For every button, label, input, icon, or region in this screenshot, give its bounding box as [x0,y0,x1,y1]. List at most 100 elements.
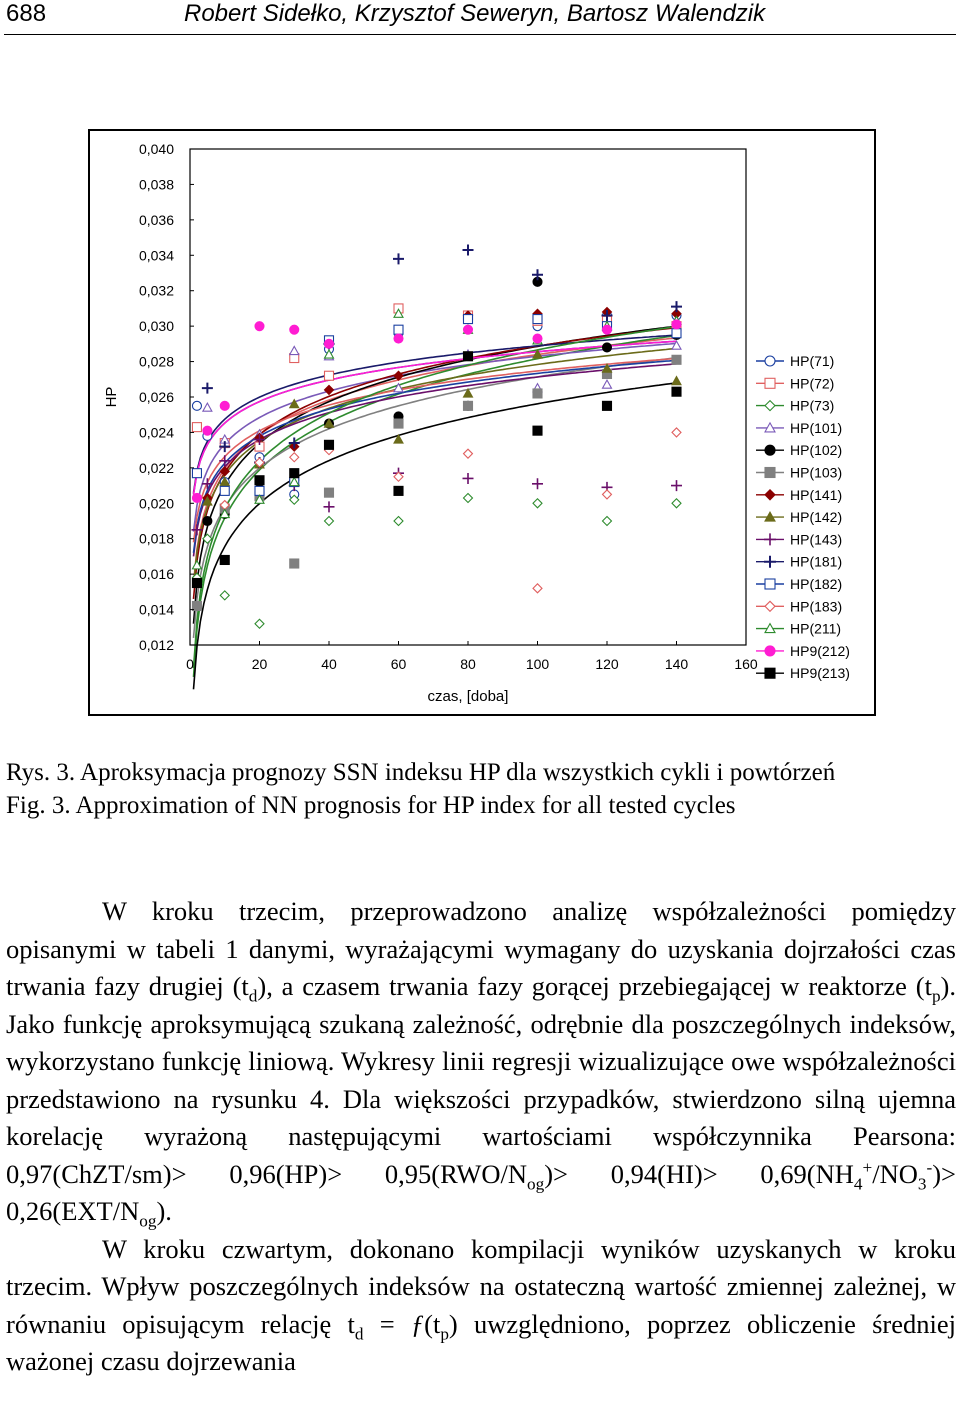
running-header: 688 Robert Sidełko, Krzysztof Seweryn, B… [0,0,960,35]
y-tick-label: 0,016 [139,566,174,582]
data-point [191,422,202,433]
legend-marker [764,533,776,546]
paragraph-step-four: W kroku czwartym, dokonano kompilacji wy… [6,1233,957,1377]
data-point [532,478,543,490]
data-point [191,468,202,479]
legend-label: HP(142) [790,509,842,525]
data-point [393,433,404,444]
data-point [219,508,231,519]
data-point [219,554,230,566]
data-point [219,455,231,467]
data-point [323,417,335,428]
data-point [201,401,213,412]
data-point [219,476,231,487]
legend-label: HP(143) [790,531,842,547]
data-point [601,515,613,527]
caption-english: Fig. 3. Approximation of NN prognosis fo… [6,792,736,819]
data-point [191,492,202,504]
data-point [219,590,231,601]
data-point [671,339,682,350]
data-point [601,310,613,322]
data-point [202,425,213,436]
legend-marker [764,377,776,389]
data-point [254,618,265,630]
running-header-authors: Robert Sidełko, Krzysztof Seweryn, Barto… [184,0,766,27]
data-point [532,269,543,281]
x-tick-label: 160 [734,656,758,672]
data-point [191,400,202,411]
data-point [202,515,213,527]
data-point [289,558,300,569]
data-point [219,485,230,496]
data-point [201,478,213,490]
caption-polish: Rys. 3. Aproksymacja prognozy SSN indeks… [6,759,836,786]
data-point [532,314,543,325]
fit-curve [192,334,677,493]
data-point [288,451,300,463]
data-point [671,375,682,386]
legend-marker [764,355,776,367]
data-point [254,485,265,496]
data-point [601,400,613,411]
x-axis-label: czas, [doba] [428,688,509,705]
legend-label: HP(211) [790,621,841,637]
data-point [601,489,613,500]
data-point [191,559,203,570]
y-tick-label: 0,028 [139,354,174,370]
data-point [288,476,300,487]
legend-label: HP(102) [790,442,842,458]
data-point [393,324,404,335]
fit-curve [192,363,677,557]
data-point [393,485,404,496]
data-point [323,515,335,527]
legend-marker [764,578,776,590]
legend-label: HP(103) [790,465,842,481]
data-point [191,577,202,589]
data-point [462,400,474,411]
data-point [288,437,300,449]
paragraph-step-three: W kroku trzecim, przeprowadzono analizę … [6,896,956,1231]
data-point [288,345,300,356]
legend-marker [764,489,776,501]
data-point [462,244,474,256]
header-rule [4,34,956,35]
data-point [532,498,543,509]
y-tick-label: 0,022 [139,460,174,476]
data-point [393,515,404,527]
data-point [323,487,335,498]
data-point [671,319,682,330]
y-tick-label: 0,032 [139,283,174,299]
legend-marker [764,667,776,679]
data-point [254,494,265,504]
fit-curve [192,359,677,554]
hp-chart: 0,012 0,014 0,016 0,018 0,020 0,022 0,024 0,026… [103,141,850,705]
data-point [671,498,682,509]
data-point [323,501,335,513]
data-point [601,324,613,335]
y-tick-label: 0,024 [139,424,174,440]
data-point [201,495,213,506]
data-point [254,457,265,468]
x-tick-label: 100 [526,656,550,672]
data-point [323,370,335,381]
y-tick-label: 0,030 [139,318,174,334]
data-point [254,434,265,446]
data-point [532,425,543,436]
data-point [393,382,404,393]
fit-curve [192,382,677,690]
legend: HP(71) HP(72) HP(73) HP(101) HP(102) HP(103) H… [756,353,850,681]
legend-label: HP(141) [790,487,842,503]
x-tick-label: 60 [391,656,407,672]
data-point [601,378,613,389]
data-point [219,441,231,453]
data-point [671,301,682,313]
data-point [671,427,682,438]
data-point [532,388,543,399]
y-tick-label: 0,036 [139,212,174,228]
y-tick-label: 0,020 [139,495,174,511]
legend-label: HP9(212) [790,643,850,659]
fit-curve [192,340,677,495]
data-point [393,333,404,344]
data-point [254,321,265,332]
data-point [671,480,682,492]
